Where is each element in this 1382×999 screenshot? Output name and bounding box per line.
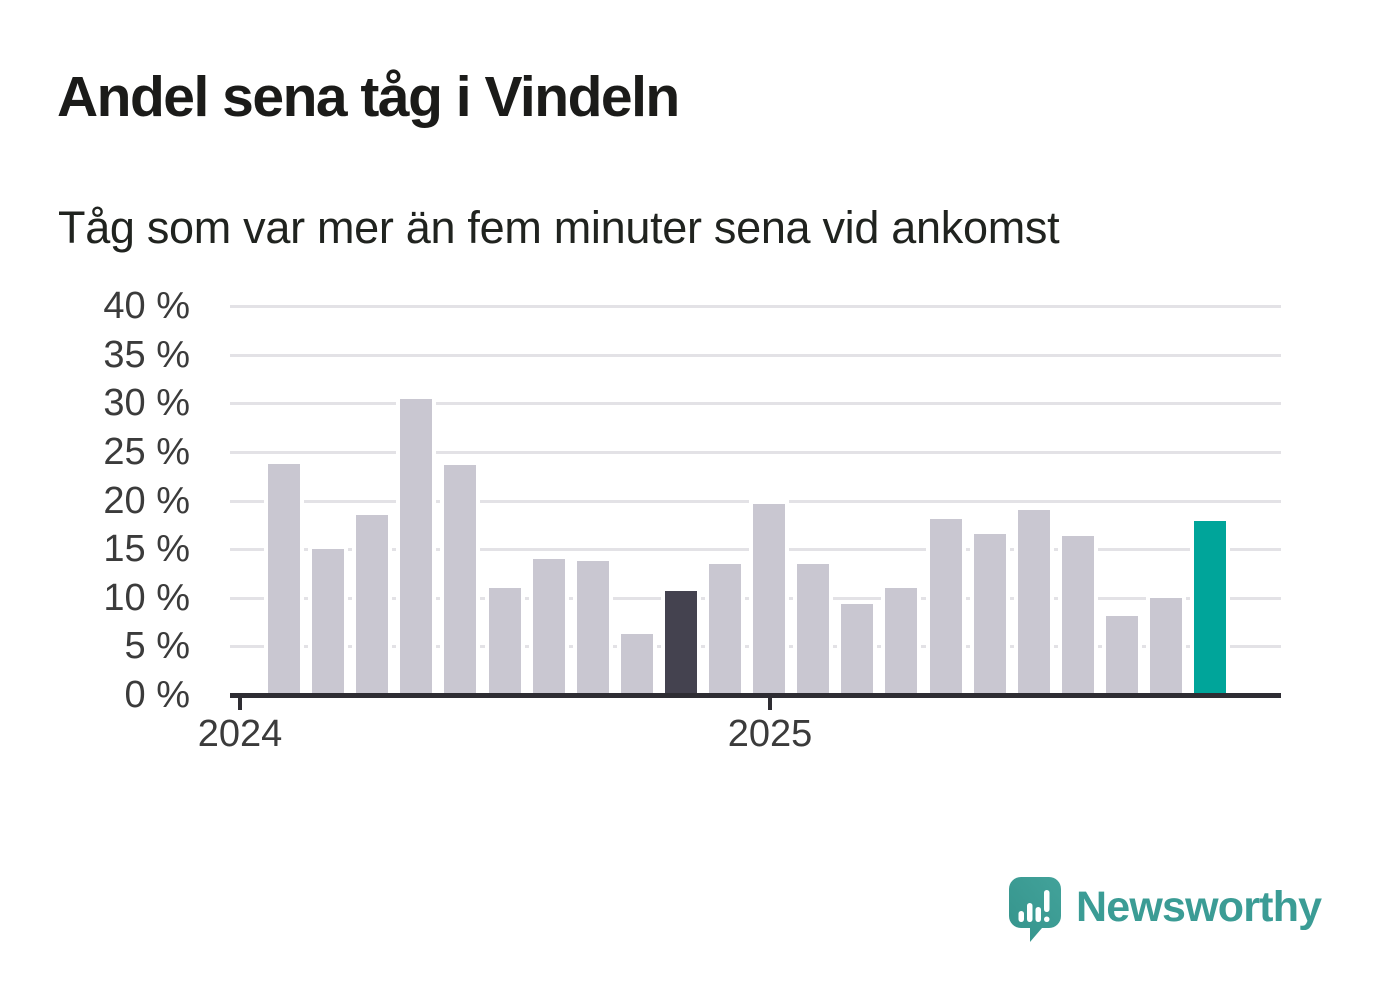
- bar-2025-01: [749, 499, 790, 699]
- y-axis-label: 25 %: [103, 431, 190, 473]
- y-axis-label: 15 %: [103, 528, 190, 571]
- gridline-20: [230, 499, 1281, 503]
- newsworthy-logo-text: Newsworthy: [1076, 883, 1322, 931]
- bar-2024-11: [660, 586, 701, 699]
- bar-2024-10: [616, 629, 657, 699]
- bar-2025-07: [1013, 506, 1054, 699]
- bar-2025-06: [969, 529, 1010, 699]
- x-axis-line: [230, 693, 1281, 698]
- bar-2024-09: [572, 556, 613, 699]
- y-axis-label: 5 %: [124, 625, 190, 668]
- x-tick-2025: [768, 698, 772, 710]
- bar-2024-12: [705, 559, 745, 699]
- newsworthy-logo: Newsworthy: [1008, 876, 1338, 944]
- gridline-35: [230, 353, 1281, 357]
- x-tick-2024: [238, 698, 242, 710]
- y-axis-label: 0 %: [124, 674, 190, 716]
- y-axis-label: 40 %: [103, 285, 190, 328]
- bar-2025-11: [1190, 517, 1231, 699]
- y-axis-label: 10 %: [103, 576, 190, 619]
- bar-2025-05: [925, 515, 966, 699]
- bar-2025-04: [881, 584, 922, 699]
- bar-2025-08: [1057, 531, 1098, 699]
- gridline-40: [230, 305, 1281, 309]
- chart-subtitle: Tåg som var mer än fem minuter sena vid …: [58, 202, 1060, 253]
- bar-2024-04: [352, 511, 393, 699]
- newsworthy-chart-bubble-icon: [1008, 876, 1062, 949]
- gridline-25: [230, 451, 1281, 454]
- chart-title: Andel sena tåg i Vindeln: [57, 65, 680, 129]
- x-tick-label-2025: 2025: [727, 713, 813, 755]
- bar-2024-07: [484, 584, 525, 699]
- bar-2025-09: [1101, 612, 1142, 699]
- x-tick-label-2024: 2024: [197, 713, 283, 755]
- bar-2024-05: [396, 394, 437, 699]
- bar-2024-03: [308, 545, 349, 699]
- bar-2024-08: [528, 554, 569, 699]
- y-axis-label: 30 %: [103, 382, 190, 425]
- bar-2024-02: [264, 459, 304, 699]
- bar-2024-06: [440, 460, 481, 699]
- gridline-30: [230, 402, 1281, 406]
- bar-2025-03: [837, 599, 878, 700]
- y-axis-label: 35 %: [103, 333, 190, 376]
- bar-2025-02: [793, 559, 834, 699]
- y-axis-label: 20 %: [103, 479, 190, 522]
- bar-2025-10: [1146, 593, 1186, 699]
